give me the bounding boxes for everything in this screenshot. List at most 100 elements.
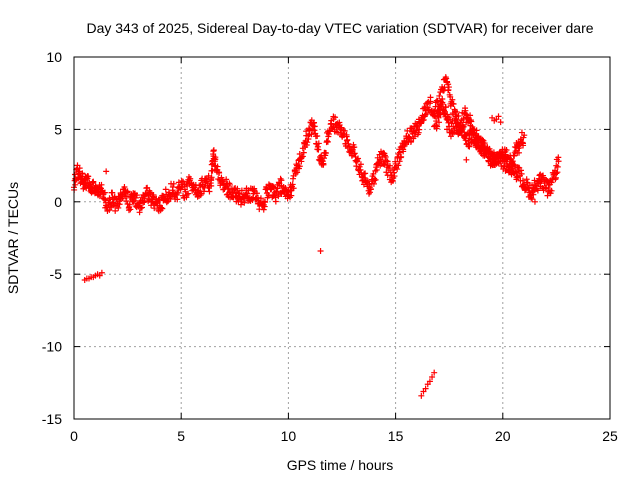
data-point	[351, 150, 358, 157]
data-point	[124, 188, 131, 195]
data-point	[200, 183, 207, 190]
data-point	[471, 127, 478, 134]
data-point	[450, 101, 457, 108]
data-point	[123, 193, 130, 200]
data-point	[468, 118, 475, 125]
data-point	[98, 181, 105, 188]
data-point	[208, 174, 215, 181]
data-point	[125, 207, 132, 214]
data-point	[367, 185, 374, 192]
data-point	[322, 150, 329, 157]
data-point	[446, 123, 453, 130]
data-point	[463, 156, 470, 163]
data-point	[528, 194, 535, 201]
data-point	[311, 123, 318, 130]
data-point	[131, 197, 138, 204]
y-tick-label: -10	[42, 339, 62, 355]
data-point	[315, 156, 322, 163]
y-tick-label: 5	[54, 121, 62, 137]
data-point	[76, 165, 83, 172]
data-point	[320, 160, 327, 167]
data-point	[477, 148, 484, 155]
data-point	[479, 136, 486, 143]
data-point	[178, 177, 185, 184]
data-point	[287, 187, 294, 194]
data-point	[453, 109, 460, 116]
data-point	[395, 162, 402, 169]
data-point	[210, 147, 217, 154]
data-point	[315, 140, 322, 147]
data-point	[244, 190, 251, 197]
data-point	[110, 201, 117, 208]
data-point	[442, 104, 449, 111]
data-point	[454, 119, 461, 126]
data-point	[353, 163, 360, 170]
data-point	[459, 121, 466, 128]
data-point	[427, 98, 434, 105]
y-tick-label: -5	[50, 266, 63, 282]
data-point	[306, 126, 313, 133]
data-point	[341, 127, 348, 134]
data-point	[396, 158, 403, 165]
data-point	[170, 180, 177, 187]
data-point	[130, 198, 137, 205]
data-point	[443, 75, 450, 82]
data-point	[370, 170, 377, 177]
data-point	[466, 143, 473, 150]
x-tick-label: 5	[177, 428, 185, 444]
y-axis-label: SDTVAR / TECUs	[5, 182, 21, 294]
data-point	[241, 199, 248, 206]
data-point	[497, 157, 504, 164]
data-point	[530, 191, 537, 198]
data-point	[296, 163, 303, 170]
data-point	[373, 166, 380, 173]
data-point	[436, 119, 443, 126]
x-tick-label: 20	[495, 428, 511, 444]
data-points	[71, 74, 562, 399]
data-point	[185, 190, 192, 197]
data-point	[98, 269, 105, 276]
data-point	[510, 161, 517, 168]
data-point	[262, 199, 269, 206]
data-point	[226, 181, 233, 188]
data-point	[144, 184, 151, 191]
data-point	[116, 201, 123, 208]
data-point	[208, 182, 215, 189]
data-point	[159, 205, 166, 212]
data-point	[497, 155, 504, 162]
data-point	[486, 148, 493, 155]
data-point	[101, 195, 108, 202]
data-point	[314, 133, 321, 140]
data-point	[253, 190, 260, 197]
data-point	[223, 176, 230, 183]
data-point	[529, 196, 536, 203]
data-point	[436, 92, 443, 99]
data-point	[441, 110, 448, 117]
data-point	[272, 198, 279, 205]
data-point	[378, 157, 385, 164]
data-point	[136, 209, 143, 216]
plot-frame	[73, 56, 611, 420]
chart-title: Day 343 of 2025, Sidereal Day-to-day VTE…	[86, 20, 593, 36]
data-point	[234, 185, 241, 192]
data-point	[324, 138, 331, 145]
data-point	[127, 206, 134, 213]
data-point	[132, 194, 139, 201]
data-point	[163, 199, 170, 206]
data-point	[260, 206, 267, 213]
data-point	[437, 89, 444, 96]
data-point	[270, 184, 277, 191]
data-point	[534, 187, 541, 194]
data-point	[373, 164, 380, 171]
data-point	[544, 178, 551, 185]
data-point	[79, 171, 86, 178]
data-point	[150, 194, 157, 201]
data-point	[422, 385, 429, 392]
y-tick-label: 10	[46, 49, 62, 65]
data-point	[300, 149, 307, 156]
data-point	[458, 127, 465, 134]
data-point	[351, 144, 358, 151]
data-point	[445, 84, 452, 91]
data-point	[158, 204, 165, 211]
